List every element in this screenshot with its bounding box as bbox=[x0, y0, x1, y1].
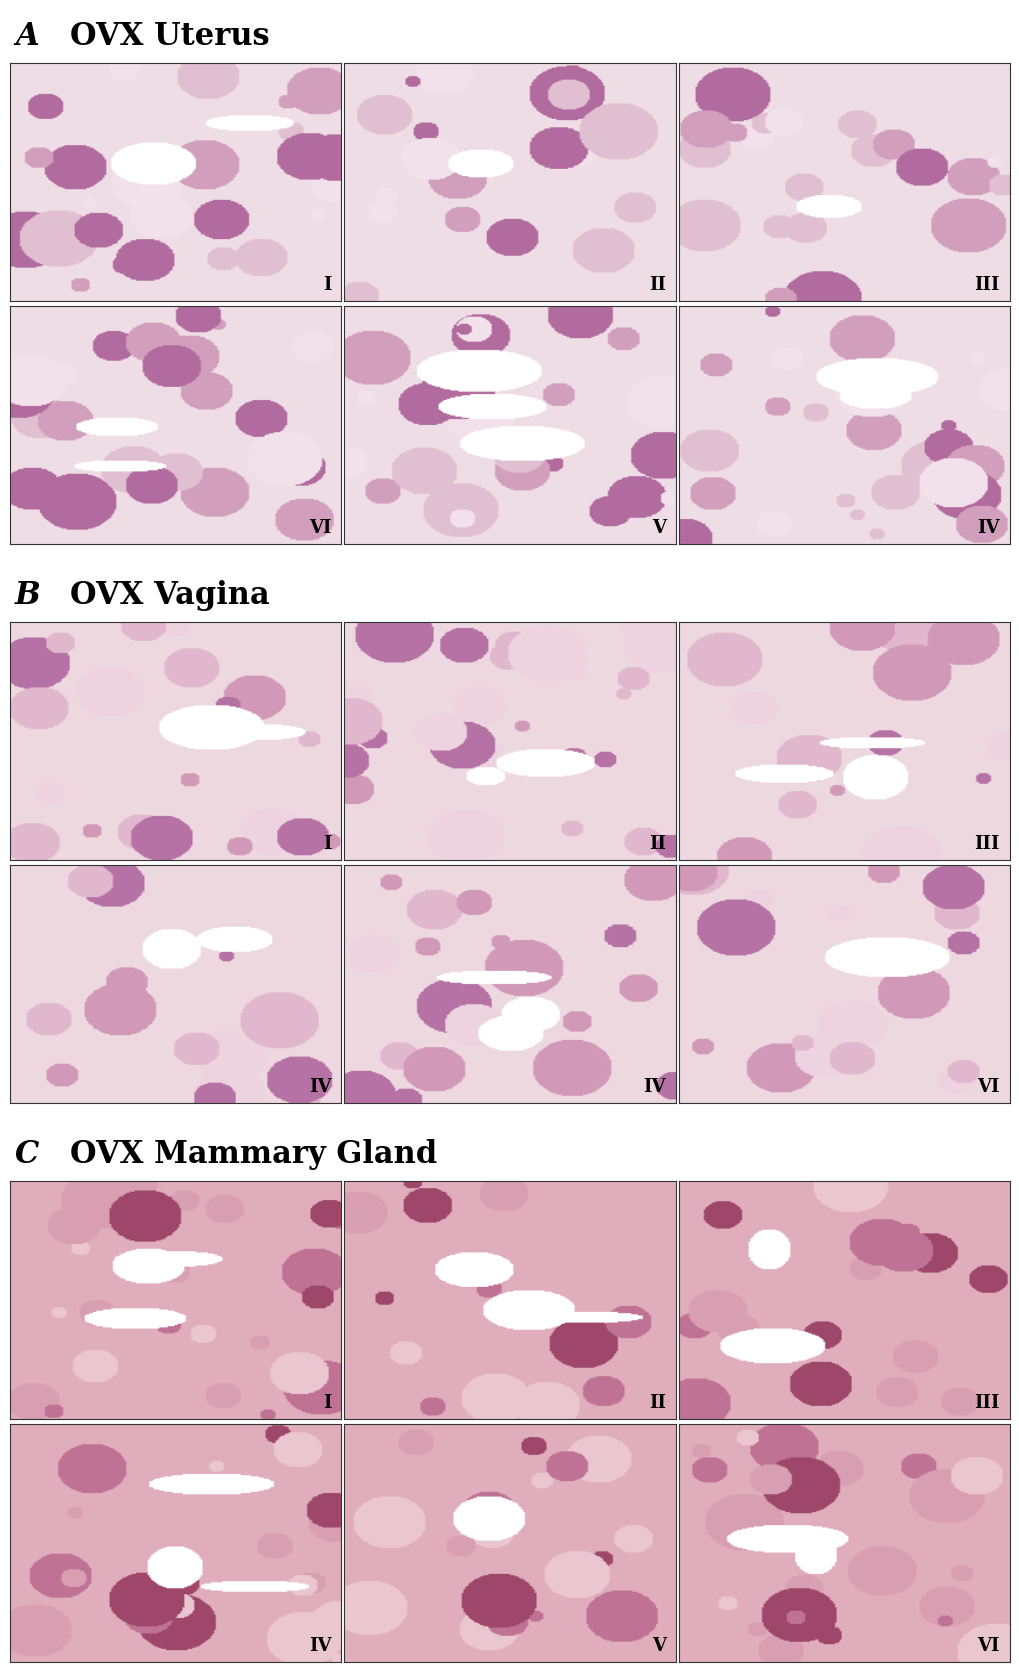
Text: I: I bbox=[323, 276, 331, 294]
Text: IV: IV bbox=[309, 1077, 331, 1096]
Text: VI: VI bbox=[976, 1077, 999, 1096]
Text: OVX Uterus: OVX Uterus bbox=[70, 22, 270, 52]
Text: II: II bbox=[648, 835, 665, 853]
Text: B: B bbox=[15, 579, 41, 611]
Text: OVX Vagina: OVX Vagina bbox=[70, 579, 270, 611]
Text: I: I bbox=[323, 835, 331, 853]
Text: OVX Mammary Gland: OVX Mammary Gland bbox=[70, 1139, 437, 1169]
Text: V: V bbox=[651, 1637, 665, 1655]
Text: C: C bbox=[15, 1139, 40, 1169]
Text: V: V bbox=[651, 519, 665, 536]
Text: IV: IV bbox=[309, 1637, 331, 1655]
Text: II: II bbox=[648, 276, 665, 294]
Text: III: III bbox=[973, 1394, 999, 1411]
Text: VI: VI bbox=[976, 1637, 999, 1655]
Text: IV: IV bbox=[976, 519, 999, 536]
Text: I: I bbox=[323, 1394, 331, 1411]
Text: III: III bbox=[973, 835, 999, 853]
Text: II: II bbox=[648, 1394, 665, 1411]
Text: A: A bbox=[15, 22, 39, 52]
Text: III: III bbox=[973, 276, 999, 294]
Text: VI: VI bbox=[309, 519, 331, 536]
Text: IV: IV bbox=[643, 1077, 665, 1096]
